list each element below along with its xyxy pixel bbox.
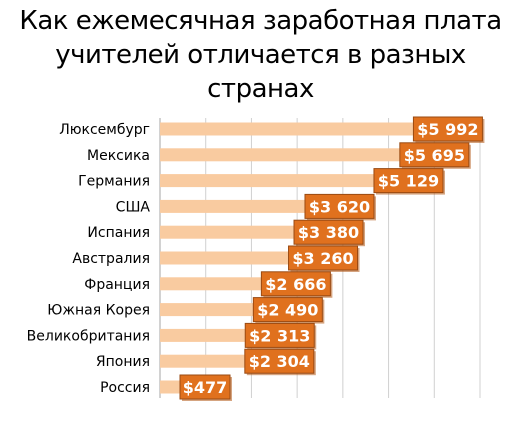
bar: [160, 277, 282, 291]
bar: [160, 225, 315, 239]
value-label-box: [244, 322, 315, 348]
category-label: Южная Корея: [47, 303, 150, 319]
value-label: $5 129: [378, 172, 439, 191]
category-label: Франция: [84, 277, 150, 293]
value-label-box: [260, 271, 331, 297]
category-label: Япония: [96, 354, 150, 370]
category-label: Великобритания: [27, 328, 150, 344]
value-label-box: [252, 297, 323, 323]
value-label: $2 313: [249, 326, 310, 345]
value-label-box: [293, 219, 364, 245]
value-label: $5 695: [404, 146, 465, 165]
value-label: $3 380: [298, 223, 359, 242]
bar: [160, 354, 266, 368]
bar: [160, 122, 434, 136]
value-label-box: [304, 193, 375, 219]
category-label: Люксембург: [59, 122, 150, 138]
value-label: $2 490: [257, 301, 318, 320]
category-label: Испания: [87, 225, 150, 241]
value-label: $3 260: [292, 249, 353, 268]
value-label: $3 620: [309, 197, 370, 216]
bar: [160, 199, 326, 213]
bar: [160, 251, 310, 265]
value-label-box: [179, 374, 231, 400]
value-label-box: [244, 348, 315, 374]
value-label-box: [373, 168, 444, 194]
value-label: $5 992: [417, 120, 478, 139]
value-label-box: [399, 142, 470, 168]
category-label: Австралия: [72, 251, 150, 267]
category-label: США: [116, 199, 151, 215]
bar: [160, 303, 274, 317]
chart-title: Как ежемесячная заработная плата учителе…: [19, 6, 502, 104]
bar: [160, 148, 421, 162]
value-label: $2 304: [249, 352, 310, 371]
value-label-box: [412, 116, 483, 142]
value-label-box: [288, 245, 359, 271]
category-label: Германия: [78, 174, 150, 190]
value-label: $2 666: [265, 275, 326, 294]
value-label: $477: [183, 378, 228, 397]
bar: [160, 380, 182, 394]
bar: [160, 328, 266, 342]
category-label: Мексика: [87, 148, 150, 164]
category-label: Россия: [100, 380, 150, 396]
bar: [160, 174, 395, 188]
